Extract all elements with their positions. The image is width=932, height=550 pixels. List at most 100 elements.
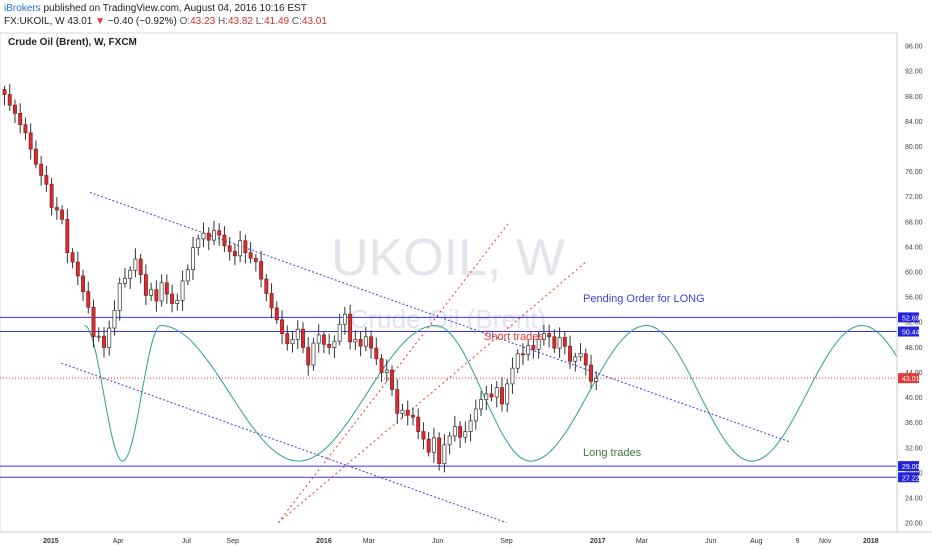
candle-body — [49, 183, 54, 208]
candle-body — [143, 274, 148, 296]
long-trades-note: Long trades — [583, 447, 642, 459]
candle-body — [353, 338, 358, 343]
candle-body — [452, 426, 457, 437]
candle-body — [81, 275, 85, 292]
level-price-tag — [898, 472, 919, 483]
symbol-quote-line: FX:UKOIL, W 43.01 ▼ −0.40 (−0.92%) O: 43.… — [4, 16, 327, 27]
candle-body — [311, 342, 316, 366]
time-tick-label: 2018 — [863, 538, 879, 545]
candle-body — [594, 377, 599, 382]
price-tick-label: 52.00 — [905, 320, 923, 327]
time-tick-label: Jun — [705, 538, 716, 545]
last-price: 43.01 — [67, 16, 93, 27]
level-price-tag — [898, 312, 919, 323]
low-value: 41.49 — [264, 16, 290, 27]
candle-body — [196, 238, 201, 249]
candle-body — [54, 207, 59, 211]
chart-header: iBrokers published on TradingView.com, A… — [0, 0, 932, 34]
candle-body — [222, 234, 227, 247]
candle-body — [557, 337, 562, 349]
candle-body — [206, 232, 211, 241]
price-tick-label: 96.00 — [905, 44, 923, 51]
candle-body — [306, 347, 311, 366]
symbol-name: FX:UKOIL, W — [4, 16, 65, 27]
publisher-name[interactable]: iBrokers — [4, 3, 41, 14]
candle-body — [86, 291, 91, 308]
published-text: published on TradingView.com, August 04,… — [43, 3, 307, 14]
candle-body — [301, 328, 305, 348]
candle-body — [91, 306, 96, 338]
candle-body — [60, 209, 65, 220]
candle-body — [138, 258, 143, 276]
candle-body — [96, 335, 101, 338]
price-tick-label: 76.00 — [905, 169, 923, 176]
pending-order-note: Pending Order for LONG — [583, 293, 705, 305]
price-axis-bg — [897, 33, 932, 532]
open-label: O: — [179, 16, 191, 27]
candle-body — [23, 124, 28, 134]
candle-body — [28, 132, 33, 150]
candle-body — [568, 345, 573, 362]
time-tick-label: Jun — [432, 538, 443, 545]
candle-body — [447, 435, 452, 446]
candle-body — [248, 252, 253, 259]
candle-body — [489, 393, 494, 398]
candle-body — [159, 282, 164, 302]
close-value: 43.01 — [301, 16, 327, 27]
short-trades-note: Short trades — [484, 331, 544, 343]
candle-body — [573, 356, 578, 362]
candle-body — [70, 252, 75, 263]
time-tick-label: 2015 — [43, 538, 59, 545]
price-axis[interactable]: 96.00 92.00 88.00 84.00 80.00 76.00 72.00 68.00… — [896, 33, 932, 532]
candle-body — [285, 333, 290, 345]
level-price-tag — [898, 326, 919, 337]
time-tick-label: 9 — [796, 538, 800, 545]
candle-body — [154, 289, 159, 302]
price-tick-label: 88.00 — [905, 94, 923, 101]
candle-body — [212, 230, 216, 241]
candle-body — [463, 431, 468, 438]
plot-area[interactable] — [0, 32, 898, 533]
watermark-symbol: UKOIL, W — [331, 229, 565, 287]
candle-body — [358, 338, 363, 347]
candle-body — [426, 438, 431, 453]
candle-body — [170, 293, 175, 304]
candle-body — [547, 333, 552, 338]
time-tick-label: Sep — [226, 538, 239, 545]
candle-body — [431, 437, 436, 453]
time-axis[interactable]: 2015 Apr Jul Sep 2016 Mar Jun Sep 2017 Mar Jun Aug 9… — [0, 531, 932, 550]
candle-body — [484, 393, 489, 400]
time-tick-label: Sep — [500, 538, 513, 545]
candle-body — [2, 89, 7, 95]
candle-body — [122, 278, 127, 284]
candle-body — [473, 408, 478, 422]
price-change: −0.40 (−0.92%) — [107, 16, 177, 27]
candle-body — [536, 338, 541, 350]
price-tick-label: 92.00 — [905, 69, 923, 76]
candle-body — [217, 230, 222, 236]
level-price-label: 50.44 — [902, 330, 920, 337]
price-tick-label: 40.00 — [905, 395, 923, 402]
candle-body — [562, 337, 567, 347]
candle-body — [33, 148, 38, 165]
close-label: C: — [291, 16, 302, 27]
time-tick-label: Jul — [182, 538, 191, 545]
price-tick-label: 32.00 — [905, 445, 923, 452]
candle-body — [316, 334, 321, 344]
candle-body — [185, 269, 190, 282]
time-tick-label: Nov — [819, 538, 832, 545]
candle-body — [374, 347, 379, 360]
price-tick-label: 80.00 — [905, 144, 923, 151]
change-down-icon: ▼ — [95, 16, 106, 27]
candle-body — [232, 251, 237, 257]
candle-body — [133, 258, 138, 271]
candle-body — [175, 300, 180, 304]
watermark-name: Crude Oil (Brent) — [350, 304, 547, 334]
candle-body — [280, 319, 284, 335]
price-tick-label: 68.00 — [905, 219, 923, 226]
candle-body — [541, 333, 546, 340]
candle-body — [253, 257, 258, 262]
candle-body — [327, 343, 332, 348]
candle-body — [44, 175, 49, 185]
